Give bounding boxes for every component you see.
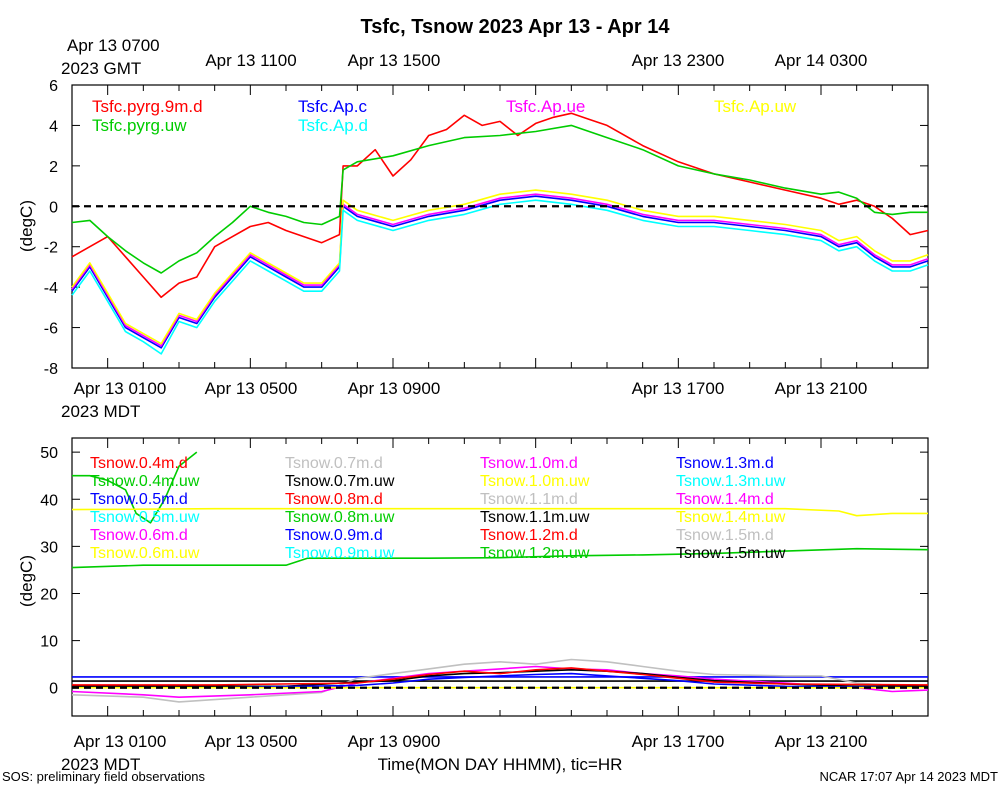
- series-line: [71, 195, 929, 349]
- legend-entry: Tsfc.pyrg.9m.d: [92, 97, 203, 116]
- series-line: [71, 547, 929, 569]
- mdt-label: Apr 13 0900: [348, 732, 441, 751]
- legend-entry: Tsnow.0.4m.uw: [90, 473, 200, 490]
- legend-entry: Tsnow.1.2m.d: [480, 527, 578, 544]
- legend-entry: Tsfc.Ap.ue: [506, 97, 585, 116]
- series-line: [71, 199, 929, 355]
- legend-entry: Tsnow.0.5m.uw: [90, 509, 200, 526]
- y-tick-label: 0: [49, 199, 58, 216]
- y-tick-label: 40: [40, 492, 58, 509]
- y-tick-label: 4: [49, 118, 58, 135]
- tsfc-panel: -8 -6 -4 -2 0 2 4 6 (degC) Tsfc.pyrg.9m.d Tsfc.Ap.…: [17, 78, 929, 378]
- legend-entry: Tsnow.0.6m.uw: [90, 545, 200, 562]
- mdt-label: Apr 13 0500: [205, 379, 298, 398]
- y-tick-label: 10: [40, 634, 58, 651]
- legend-entry: Tsnow.0.5m.d: [90, 491, 188, 508]
- legend-entry: Tsnow.0.4m.d: [90, 455, 188, 472]
- legend-entry: Tsnow.0.9m.uw: [285, 545, 395, 562]
- y-tick-label: 30: [40, 539, 58, 556]
- y-tick-label: 20: [40, 586, 58, 603]
- legend-entry: Tsfc.Ap.c: [298, 97, 367, 116]
- chart-title: Tsfc, Tsnow 2023 Apr 13 - Apr 14: [361, 16, 671, 38]
- mdt-label: Apr 13 0100: [74, 379, 167, 398]
- gmt-first-label-line2: 2023 GMT: [61, 59, 141, 78]
- y-tick-label: 50: [40, 445, 58, 462]
- legend-entry: Tsfc.Ap.d: [298, 116, 368, 135]
- gmt-label: Apr 13 1100: [205, 51, 296, 70]
- legend-entry: Tsnow.1.1m.d: [480, 491, 578, 508]
- y-tick-label: 6: [49, 78, 58, 95]
- mdt-label: Apr 13 0500: [205, 732, 298, 751]
- middle-mdt-axis-labels: Apr 13 0100 Apr 13 0500 Apr 13 0900 Apr …: [61, 379, 867, 421]
- legend-entry: Tsfc.pyrg.uw: [92, 116, 187, 135]
- series-line: [71, 658, 928, 703]
- tsnow-panel: 0 10 20 30 40 50 (degC) Tsnow.0.4m.d Tsnow.0.7m.…: [17, 437, 929, 717]
- legend-entry: Tsnow.0.9m.d: [285, 527, 383, 544]
- legend-entry: Tsnow.1.1m.uw: [480, 509, 590, 526]
- y-axis-label: (degC): [17, 555, 36, 607]
- top-gmt-axis-labels: Apr 13 0700 2023 GMT Apr 13 1100 Apr 13 …: [61, 36, 867, 78]
- legend-entry: Tsfc.Ap.uw: [714, 97, 797, 116]
- mdt-label: Apr 13 2100: [775, 379, 868, 398]
- legend-entry: Tsnow.1.0m.uw: [480, 473, 590, 490]
- legend-entry: Tsnow.0.8m.d: [285, 491, 383, 508]
- legend-entry: Tsnow.0.8m.uw: [285, 509, 395, 526]
- legend-entry: Tsnow.1.5m.d: [676, 527, 774, 544]
- gmt-label: Apr 13 1500: [348, 51, 441, 70]
- gmt-first-label-line1: Apr 13 0700: [67, 36, 160, 55]
- legend-entry: Tsnow.0.7m.d: [285, 455, 383, 472]
- mdt-label: Apr 13 2100: [775, 732, 868, 751]
- series-line: [72, 672, 929, 689]
- mdt-year-label: 2023 MDT: [61, 755, 140, 774]
- mdt-label: Apr 13 0900: [348, 379, 441, 398]
- legend-entry: Tsnow.0.6m.d: [90, 527, 188, 544]
- series-line: [71, 507, 928, 517]
- bottom-mdt-axis-labels: Apr 13 0100 Apr 13 0500 Apr 13 0900 Apr …: [61, 732, 867, 774]
- y-tick-label: -2: [44, 240, 58, 257]
- y-tick-label: -4: [44, 280, 58, 297]
- y-tick-label: -8: [44, 361, 58, 378]
- footer-left: SOS: preliminary field observations: [2, 769, 206, 784]
- gmt-label: Apr 13 2300: [632, 51, 725, 70]
- legend-entry: Tsnow.1.4m.d: [676, 491, 774, 508]
- series-line: [71, 112, 929, 299]
- mdt-label: Apr 13 1700: [632, 732, 725, 751]
- gmt-label: Apr 14 0300: [775, 51, 868, 70]
- y-tick-label: 0: [49, 681, 58, 698]
- legend-entry: Tsnow.1.3m.uw: [676, 473, 786, 490]
- footer-right: NCAR 17:07 Apr 14 2023 MDT: [820, 769, 999, 784]
- legend-entry: Tsnow.1.4m.uw: [676, 509, 786, 526]
- mdt-year-label: 2023 MDT: [61, 402, 140, 421]
- y-axis-label: (degC): [17, 200, 36, 252]
- y-tick-label: 2: [49, 159, 58, 176]
- legend-entry: Tsnow.0.7m.uw: [285, 473, 395, 490]
- series-line: [71, 193, 929, 347]
- legend-entry: Tsnow.1.0m.d: [480, 455, 578, 472]
- series-line: [71, 124, 928, 274]
- legend-entry: Tsnow.1.5m.uw: [676, 545, 786, 562]
- legend-entry: Tsnow.1.2m.uw: [480, 545, 590, 562]
- series-line: [71, 189, 929, 345]
- series-line: [72, 451, 198, 524]
- mdt-label: Apr 13 0100: [74, 732, 167, 751]
- mdt-label: Apr 13 1700: [632, 379, 725, 398]
- legend-entry: Tsnow.1.3m.d: [676, 455, 774, 472]
- series-line: [72, 667, 929, 686]
- x-axis-title: Time(MON DAY HHMM), tic=HR: [378, 755, 623, 774]
- y-tick-label: -6: [44, 321, 58, 338]
